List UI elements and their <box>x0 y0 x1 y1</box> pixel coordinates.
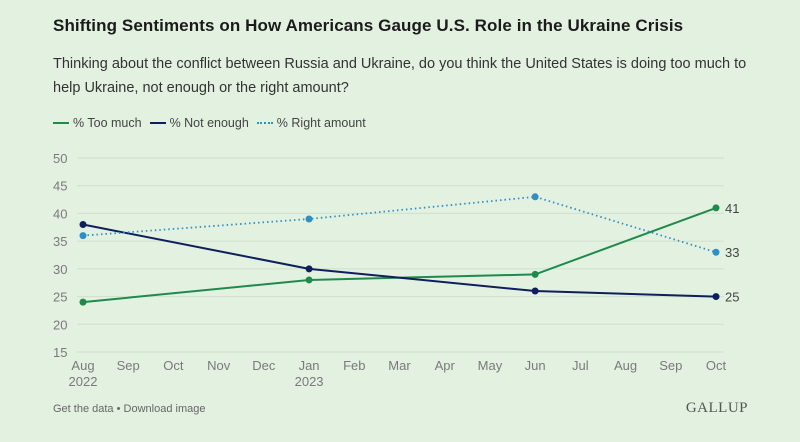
x-tick-label: Aug <box>614 358 637 373</box>
data-point-not-enough <box>531 287 539 295</box>
x-tick-label: Apr <box>435 358 456 373</box>
separator: • <box>116 403 121 415</box>
y-tick-label: 20 <box>53 317 67 332</box>
end-labels: 41 25 33 <box>725 201 739 305</box>
legend-swatch-too-much <box>53 122 69 124</box>
end-label-right-amount: 33 <box>725 245 739 260</box>
gallup-logo: GALLUP <box>685 400 748 416</box>
legend-item-right-amount: % Right amount <box>256 116 366 130</box>
data-point-too-much <box>712 204 720 212</box>
x-tick-label: Jan <box>299 358 320 373</box>
legend-label: % Too much <box>73 116 142 130</box>
legend-item-too-much: % Too much <box>53 116 142 130</box>
data-point-too-much <box>305 276 313 284</box>
legend-item-not-enough: % Not enough <box>149 116 249 130</box>
x-tick-label: Jun <box>525 358 546 373</box>
x-tick-label: Jul <box>572 358 589 373</box>
y-tick-label: 40 <box>53 206 67 221</box>
series-lines <box>82 195 717 304</box>
series-line-right-amount <box>82 195 717 254</box>
chart-title: Shifting Sentiments on How Americans Gau… <box>53 16 684 35</box>
y-tick-label: 50 <box>53 151 67 166</box>
end-label-too-much: 41 <box>725 201 739 216</box>
legend-swatch-not-enough <box>149 122 166 124</box>
legend-swatch-right-amount <box>256 122 273 124</box>
x-tick-label: Oct <box>706 358 727 373</box>
y-tick-label: 25 <box>53 290 67 305</box>
chart-subtitle: Thinking about the conflict between Russ… <box>53 56 747 96</box>
x-tick-label: Nov <box>207 358 231 373</box>
x-tick-label: Sep <box>659 358 682 373</box>
data-point-right-amount <box>712 248 720 256</box>
x-tick-year-label: 2022 <box>69 374 98 389</box>
data-point-too-much <box>531 270 539 278</box>
data-point-right-amount <box>79 232 87 240</box>
data-point-right-amount <box>305 215 313 223</box>
data-point-not-enough <box>712 293 720 301</box>
x-tick-label: Mar <box>388 358 411 373</box>
y-tick-label: 30 <box>53 262 67 277</box>
x-tick-label: Feb <box>343 358 365 373</box>
legend-label: % Right amount <box>276 116 366 130</box>
gridlines <box>77 157 724 353</box>
y-tick-label: 15 <box>53 345 67 360</box>
y-tick-label: 45 <box>53 179 67 194</box>
end-label-not-enough: 25 <box>725 290 739 305</box>
y-tick-label: 35 <box>53 234 67 249</box>
x-tick-label: Sep <box>117 358 140 373</box>
data-point-not-enough <box>305 265 313 273</box>
download-image-link[interactable]: Download image <box>123 403 206 415</box>
get-data-link[interactable]: Get the data <box>53 403 114 415</box>
legend: % Too much % Not enough % Right amount <box>53 116 368 130</box>
data-point-too-much <box>79 298 87 306</box>
x-tick-year-label: 2023 <box>295 374 324 389</box>
data-point-not-enough <box>79 221 87 229</box>
series-line-too-much <box>82 206 717 304</box>
y-axis-ticks: 15 20 25 30 35 40 45 50 <box>53 151 67 360</box>
legend-label: % Not enough <box>169 116 249 130</box>
x-tick-label: Aug <box>71 358 94 373</box>
data-point-right-amount <box>531 193 539 201</box>
x-tick-label: May <box>478 358 503 373</box>
x-tick-label: Oct <box>163 358 184 373</box>
footer-links: Get the data • Download image <box>53 403 205 415</box>
series-points <box>79 193 720 306</box>
x-tick-label: Dec <box>252 358 276 373</box>
series-line-not-enough <box>82 223 717 298</box>
